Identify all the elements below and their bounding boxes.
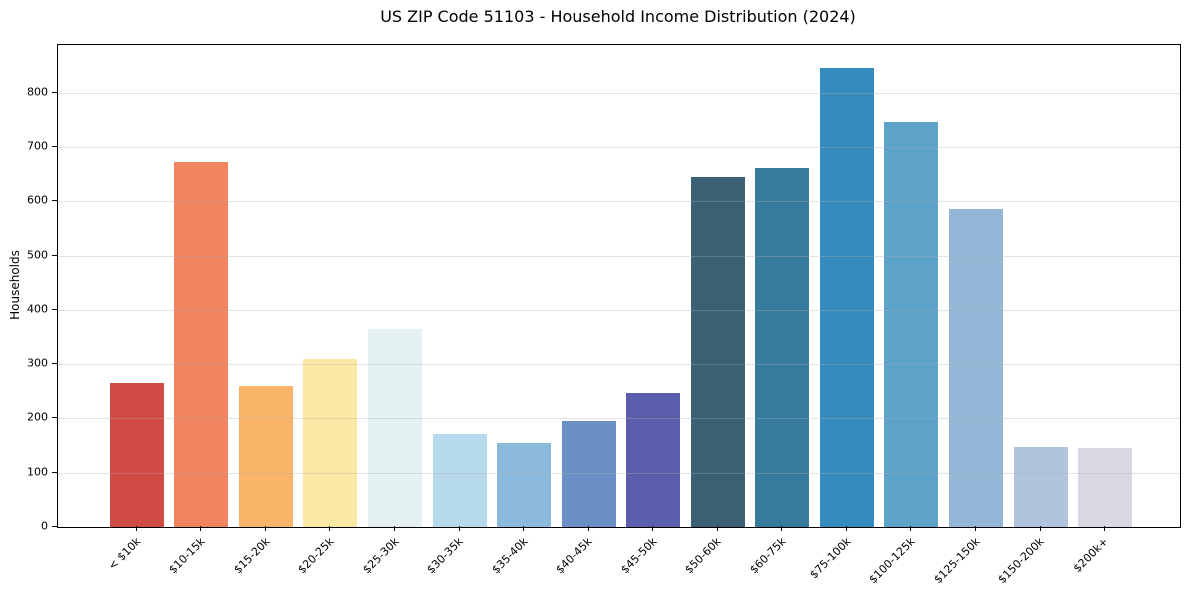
x-tick-mark: [329, 526, 331, 531]
gridline: [58, 255, 1180, 257]
y-tick-label: 300: [27, 356, 48, 370]
bar: [303, 358, 358, 527]
bar: [626, 392, 681, 527]
x-tick-label: $125-150k: [930, 535, 983, 587]
x-tick-mark: [458, 526, 460, 531]
y-tick-mark: [52, 417, 57, 419]
y-tick-label: 500: [27, 248, 48, 262]
gridline: [58, 309, 1180, 311]
bar: [432, 433, 487, 527]
bar: [561, 420, 616, 527]
gridline: [58, 364, 1180, 366]
y-tick-mark: [52, 146, 57, 148]
y-tick-label: 100: [27, 465, 48, 479]
y-tick-mark: [52, 363, 57, 365]
bar: [948, 209, 1003, 527]
y-tick-label: 200: [27, 410, 48, 424]
y-tick-label: 700: [27, 139, 48, 153]
x-tick-mark: [652, 526, 654, 531]
x-tick-mark: [264, 526, 266, 531]
y-tick-label: 0: [41, 519, 48, 533]
bar: [755, 167, 810, 527]
y-tick-mark: [52, 200, 57, 202]
bar: [238, 386, 293, 527]
x-tick-mark: [845, 526, 847, 531]
x-tick-label: $40-45k: [553, 535, 595, 577]
bar: [819, 68, 874, 527]
x-tick-mark: [974, 526, 976, 531]
x-tick-label: $100-125k: [866, 535, 918, 587]
x-tick-mark: [587, 526, 589, 531]
bar: [1078, 447, 1133, 527]
bar: [109, 383, 164, 527]
x-tick-label: $20-25k: [295, 535, 337, 577]
y-tick-mark: [52, 91, 57, 93]
y-tick-label: 400: [27, 302, 48, 316]
x-tick-label: $45-50k: [618, 535, 660, 577]
x-tick-label: $30-35k: [424, 535, 466, 577]
x-tick-mark: [1104, 526, 1106, 531]
x-tick-label: $200k+: [1071, 535, 1112, 576]
x-tick-mark: [523, 526, 525, 531]
x-tick-label: $25-30k: [359, 535, 402, 577]
y-tick-mark: [52, 526, 57, 527]
plot-area: [57, 44, 1181, 528]
x-tick-label: $15-20k: [230, 535, 273, 577]
x-tick-mark: [200, 526, 202, 531]
gridline: [58, 92, 1180, 94]
x-tick-label: $75-100k: [806, 535, 854, 582]
y-tick-mark: [52, 254, 57, 256]
bar: [1013, 446, 1068, 527]
bar: [368, 328, 422, 527]
bar: [174, 162, 229, 527]
x-tick-mark: [394, 526, 395, 531]
x-tick-label: $60-75k: [747, 535, 789, 577]
gridline: [58, 201, 1180, 203]
x-tick-mark: [910, 526, 912, 531]
gridline: [58, 472, 1180, 474]
bar: [497, 442, 552, 527]
y-tick-label: 600: [27, 193, 48, 207]
x-tick-label: $150-200k: [995, 535, 1047, 587]
bar: [690, 176, 745, 527]
chart-title: US ZIP Code 51103 - Household Income Dis…: [380, 7, 856, 26]
x-tick-mark: [781, 526, 783, 531]
x-tick-label: $35-40k: [489, 535, 531, 577]
y-tick-label: 800: [27, 85, 48, 99]
x-tick-mark: [135, 526, 137, 531]
x-tick-label: $10-15k: [166, 535, 208, 577]
y-tick-mark: [52, 308, 57, 310]
x-tick-mark: [1039, 526, 1041, 531]
bar: [884, 122, 939, 527]
gridline: [58, 418, 1180, 420]
x-tick-mark: [716, 526, 718, 531]
gridline: [58, 147, 1180, 149]
y-tick-mark: [52, 471, 57, 473]
x-tick-label: < $10k: [105, 535, 144, 573]
x-tick-label: $50-60k: [682, 535, 724, 577]
